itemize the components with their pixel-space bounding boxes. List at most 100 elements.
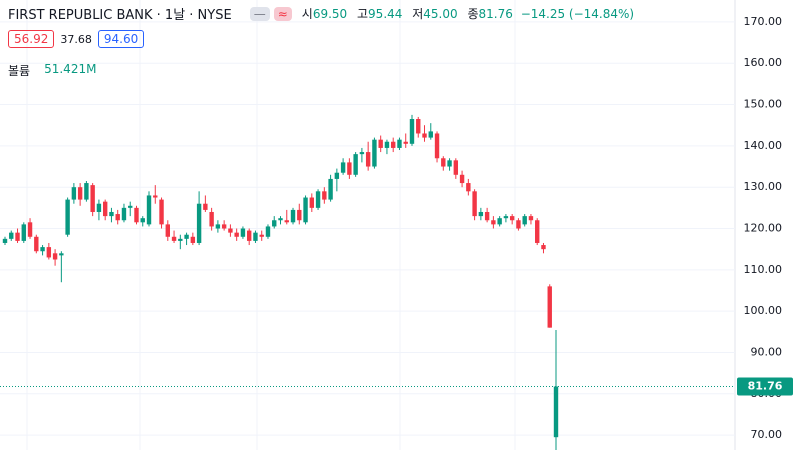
candle-body — [453, 160, 459, 175]
y-tick-label: 170.00 — [744, 15, 783, 28]
candle-body — [278, 218, 283, 221]
candle-body — [359, 152, 365, 155]
candle-body — [466, 183, 471, 192]
candle-body — [215, 224, 221, 229]
candle-body — [416, 119, 421, 134]
candle-body — [2, 238, 8, 243]
candle-body — [391, 141, 396, 148]
label: 저 — [412, 7, 424, 21]
candle-body — [478, 211, 484, 217]
candle-body — [246, 230, 252, 241]
value: 45.00 — [423, 7, 458, 21]
change: −14.25 (−14.84%) — [520, 7, 635, 21]
candle-body — [240, 228, 246, 237]
y-tick-label: 130.00 — [744, 180, 783, 193]
candle-body — [109, 211, 114, 217]
label: 시 — [301, 7, 313, 21]
buy-button[interactable]: 94.60 — [97, 30, 145, 48]
candle-body — [372, 139, 377, 167]
toggle[interactable]: — — [249, 6, 270, 21]
candle-body — [497, 218, 502, 225]
candle-body — [328, 178, 333, 200]
candle-body — [221, 224, 227, 229]
candle-body — [516, 220, 521, 229]
label: 종 — [467, 7, 479, 21]
candle-body — [309, 197, 315, 208]
candle-body — [196, 203, 202, 243]
volume-row: 볼륨 51.421M — [8, 62, 96, 79]
candle-body — [102, 201, 108, 217]
candle-body — [509, 216, 515, 221]
candle-body — [184, 234, 189, 239]
candle-body — [146, 195, 152, 225]
candle-body — [203, 203, 208, 210]
y-tick-label: 160.00 — [744, 56, 783, 69]
candle-body — [428, 131, 433, 138]
y-tick-label: 90.00 — [751, 345, 783, 358]
candle-body — [547, 286, 552, 328]
candle-body — [434, 133, 440, 159]
candle-body — [447, 160, 452, 167]
candle-body — [290, 209, 296, 223]
candle-body — [90, 185, 95, 212]
candle-body — [165, 224, 170, 237]
candle-body — [40, 247, 45, 252]
candle-body — [322, 191, 327, 200]
header: FIRST REPUBLIC BANK · 1날 · NYSE — ≈ 시69.… — [8, 4, 634, 23]
candle-body — [528, 216, 534, 221]
label: 고 — [357, 7, 369, 21]
candle-body — [234, 232, 239, 237]
candle-body — [128, 205, 133, 208]
y-tick-label: 100.00 — [744, 304, 783, 317]
value: 81.76 — [478, 7, 513, 21]
candle-body — [77, 187, 83, 200]
candle-body — [535, 220, 540, 243]
candle-body — [159, 199, 164, 225]
candle-body — [397, 139, 402, 148]
value: 69.50 — [312, 7, 348, 21]
candle-body — [46, 247, 52, 258]
candle-body — [96, 203, 102, 212]
candle-body — [59, 253, 64, 256]
candle-body — [71, 187, 77, 200]
y-tick-label: 70.00 — [751, 428, 783, 441]
candle-body — [297, 209, 302, 221]
candle-body — [9, 232, 14, 239]
candle-body — [409, 119, 415, 144]
y-tick-label: 150.00 — [744, 98, 783, 111]
spread: 37.68 — [60, 32, 92, 46]
candle-body — [484, 211, 490, 221]
candle-body — [441, 158, 446, 167]
candle-body — [459, 174, 465, 184]
sell-button[interactable]: 56.92 — [8, 30, 55, 48]
candle-body — [84, 183, 89, 200]
candle-body — [472, 191, 477, 217]
label: 볼륨 — [8, 64, 31, 78]
toggle[interactable]: ≈ — [273, 6, 292, 21]
candle-body — [209, 211, 214, 227]
candle-body — [171, 236, 177, 241]
candle-body — [27, 222, 33, 237]
candle-body — [541, 245, 546, 250]
candle-body — [65, 199, 70, 235]
ohlc: 시69.50 고95.44 저45.00 종81.76 −14.25 (−14.… — [296, 5, 634, 22]
candle-body — [134, 207, 139, 223]
last-price-badge — [737, 377, 793, 396]
candle-body — [315, 191, 321, 208]
candle-body — [228, 228, 233, 233]
time-grid — [26, 0, 516, 450]
candle-body — [353, 154, 358, 175]
candle-body — [178, 238, 183, 241]
trade-row: 56.92 37.68 94.60 — [8, 30, 145, 48]
candle-body — [253, 232, 258, 241]
volume: 51.421M — [44, 62, 97, 76]
candle-body — [15, 232, 20, 241]
candle-body — [153, 195, 158, 198]
y-tick-label: 120.00 — [744, 222, 783, 235]
candle-body — [553, 386, 559, 438]
candle-body — [365, 152, 371, 167]
candle-body — [52, 253, 58, 260]
candle-body — [491, 220, 496, 225]
y-tick-label: 110.00 — [744, 263, 783, 276]
